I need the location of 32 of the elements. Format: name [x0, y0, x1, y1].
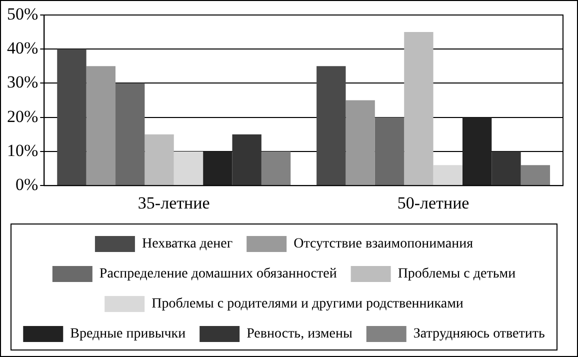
bar: [57, 49, 86, 186]
bar: [316, 66, 346, 186]
legend-label: Затрудняюсь ответить: [413, 326, 545, 342]
bar: [116, 83, 145, 186]
bar: [174, 151, 204, 186]
y-tick-label: 40%: [6, 38, 38, 58]
bar: [404, 32, 434, 186]
y-tick-label: 50%: [6, 4, 38, 24]
bar: [261, 151, 291, 186]
x-tick-label: 35-летние: [138, 193, 210, 212]
legend-label: Проблемы с детьми: [398, 266, 516, 282]
y-tick-label: 0%: [15, 175, 38, 194]
legend-label: Нехватка денег: [142, 236, 233, 252]
legend-label: Распределение домашних обязанностей: [99, 266, 338, 282]
legend-label: Проблемы с родителями и другими родственниками: [152, 296, 464, 312]
bar: [346, 100, 375, 186]
bar: [520, 165, 550, 186]
bar: [144, 134, 174, 186]
bar: [203, 151, 232, 186]
y-tick-label: 10%: [6, 140, 38, 160]
bar: [492, 151, 521, 186]
bar: [433, 165, 462, 186]
bar: [374, 117, 404, 186]
x-tick-label: 50-летние: [397, 193, 470, 212]
y-tick-label: 30%: [6, 72, 38, 92]
legend-label: Отсутствие взаимопонимания: [294, 236, 474, 252]
legend-label: Ревность, измены: [246, 326, 353, 342]
y-tick-label: 20%: [6, 106, 38, 126]
bar: [462, 117, 492, 186]
bar: [232, 134, 262, 186]
bar: [86, 66, 116, 186]
legend-label: Вредные привычки: [70, 326, 186, 342]
